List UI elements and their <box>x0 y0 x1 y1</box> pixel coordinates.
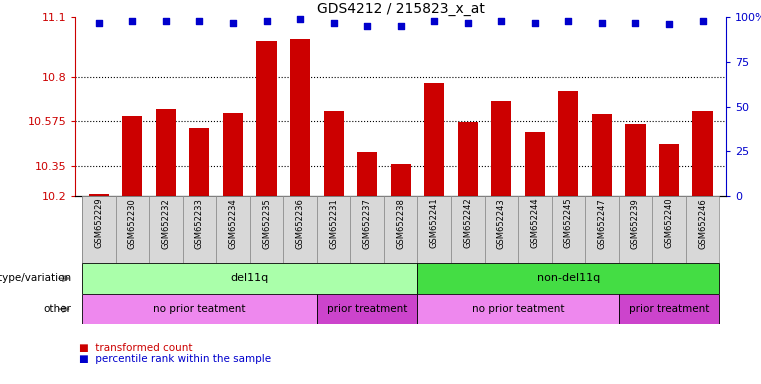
Point <box>327 20 339 26</box>
Point <box>126 18 139 24</box>
Bar <box>619 294 719 324</box>
Bar <box>123 116 142 196</box>
Bar <box>525 132 545 196</box>
Point <box>495 18 508 24</box>
Bar <box>116 196 149 263</box>
Text: GSM652244: GSM652244 <box>530 198 540 248</box>
Bar <box>250 196 283 263</box>
Bar <box>418 196 451 263</box>
Bar <box>290 39 310 196</box>
Bar <box>659 144 679 196</box>
Point <box>160 18 172 24</box>
Text: non-del11q: non-del11q <box>537 273 600 283</box>
Title: GDS4212 / 215823_x_at: GDS4212 / 215823_x_at <box>317 2 485 16</box>
Text: prior treatment: prior treatment <box>327 304 407 314</box>
Point <box>93 20 105 26</box>
Text: ■  percentile rank within the sample: ■ percentile rank within the sample <box>79 354 271 364</box>
Bar <box>82 294 317 324</box>
Text: GSM652236: GSM652236 <box>295 198 304 249</box>
Point <box>294 16 306 22</box>
Text: GSM652247: GSM652247 <box>597 198 607 248</box>
Bar <box>82 196 116 263</box>
Bar <box>652 196 686 263</box>
Bar <box>693 111 712 196</box>
Text: GSM652230: GSM652230 <box>128 198 137 248</box>
Bar <box>390 164 411 196</box>
Bar <box>626 124 645 196</box>
Point <box>395 23 407 29</box>
Bar <box>256 41 276 196</box>
Bar <box>189 128 209 196</box>
Text: GSM652241: GSM652241 <box>430 198 438 248</box>
Point <box>428 18 441 24</box>
Bar <box>317 294 418 324</box>
Text: GSM652238: GSM652238 <box>396 198 405 249</box>
Text: GSM652239: GSM652239 <box>631 198 640 248</box>
Bar <box>424 83 444 196</box>
Bar <box>418 294 619 324</box>
Bar <box>183 196 216 263</box>
Text: GSM652231: GSM652231 <box>329 198 338 248</box>
Bar <box>89 194 109 196</box>
Bar <box>619 196 652 263</box>
Text: GSM652234: GSM652234 <box>228 198 237 248</box>
Bar <box>357 152 377 196</box>
Text: GSM652235: GSM652235 <box>262 198 271 248</box>
Bar <box>451 196 485 263</box>
Text: no prior teatment: no prior teatment <box>472 304 565 314</box>
Bar <box>418 263 719 294</box>
Text: GSM652240: GSM652240 <box>664 198 673 248</box>
Bar <box>149 196 183 263</box>
Point <box>596 20 608 26</box>
Bar <box>283 196 317 263</box>
Bar <box>585 196 619 263</box>
Point <box>629 20 642 26</box>
Bar <box>686 196 719 263</box>
Text: no prior teatment: no prior teatment <box>153 304 246 314</box>
Point <box>462 20 474 26</box>
Point <box>562 18 575 24</box>
Bar <box>223 113 243 196</box>
Text: del11q: del11q <box>231 273 269 283</box>
Text: GSM652242: GSM652242 <box>463 198 473 248</box>
Bar <box>552 196 585 263</box>
Bar <box>317 196 350 263</box>
Bar <box>350 196 384 263</box>
Point <box>260 18 272 24</box>
Bar <box>491 101 511 196</box>
Bar <box>216 196 250 263</box>
Bar <box>559 91 578 196</box>
Text: genotype/variation: genotype/variation <box>0 273 72 283</box>
Point <box>663 22 675 28</box>
Point <box>193 18 205 24</box>
Point <box>696 18 708 24</box>
Bar <box>82 263 418 294</box>
Bar <box>485 196 518 263</box>
Bar <box>518 196 552 263</box>
Text: GSM652243: GSM652243 <box>497 198 506 248</box>
Point <box>227 20 239 26</box>
Bar <box>384 196 418 263</box>
Bar <box>323 111 344 196</box>
Text: GSM652237: GSM652237 <box>363 198 371 249</box>
Bar <box>156 109 176 196</box>
Point <box>361 23 373 29</box>
Bar <box>592 114 612 196</box>
Bar <box>457 122 478 196</box>
Text: GSM652232: GSM652232 <box>161 198 170 248</box>
Text: other: other <box>43 304 72 314</box>
Text: GSM652229: GSM652229 <box>94 198 103 248</box>
Text: GSM652245: GSM652245 <box>564 198 573 248</box>
Text: ■  transformed count: ■ transformed count <box>79 343 193 353</box>
Text: GSM652246: GSM652246 <box>698 198 707 248</box>
Text: GSM652233: GSM652233 <box>195 198 204 249</box>
Point <box>529 20 541 26</box>
Text: prior treatment: prior treatment <box>629 304 709 314</box>
